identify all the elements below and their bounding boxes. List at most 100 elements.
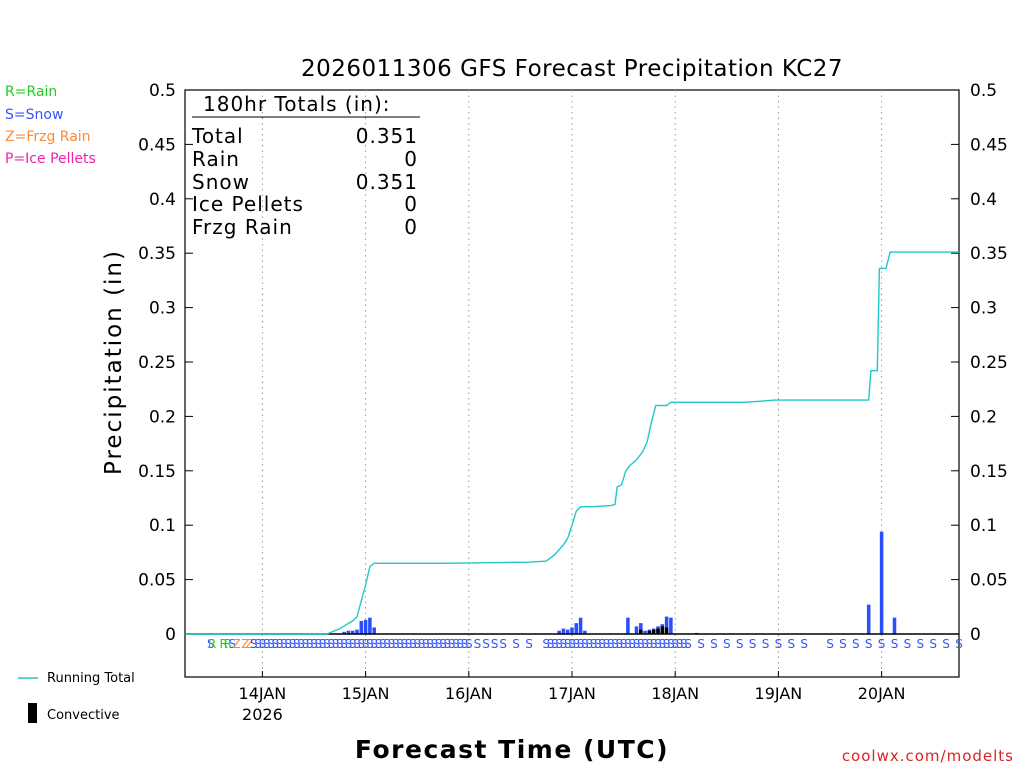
series-legend: Running Total Convective: [18, 671, 135, 723]
precip-type-letter: S: [551, 637, 559, 651]
precip-type-letter: S: [259, 637, 267, 651]
precip-type-letter: S: [491, 637, 499, 651]
convective-bar: [651, 629, 656, 634]
precip-type-letter: S: [289, 637, 297, 651]
precip-type-letter: S: [379, 637, 387, 651]
totals-row-label: Total: [191, 124, 244, 148]
precip-type-letter: S: [800, 637, 808, 651]
precip-type-letter: S: [697, 637, 705, 651]
precip-type-letter: S: [650, 637, 658, 651]
precip-type-letter: S: [611, 637, 619, 651]
snow-bar: [570, 627, 574, 634]
precip-type-letter: S: [955, 637, 963, 651]
legend-rain-label: R=Rain: [5, 84, 57, 100]
precip-type-letter: S: [891, 637, 899, 651]
precip-type-letter: S: [904, 637, 912, 651]
precip-type-letter: S: [284, 637, 292, 651]
totals-row-value: 0: [404, 147, 418, 171]
precip-type-letter: S: [568, 637, 576, 651]
x-axis: 14JAN 2026 15JAN 16JAN 17JAN 18JAN 19JAN 20JAN: [239, 671, 906, 724]
precip-type-letter: S: [250, 637, 258, 651]
precip-type-letter: S: [396, 637, 404, 651]
precip-type-letter: S: [736, 637, 744, 651]
precip-type-letter: S: [426, 637, 434, 651]
precip-type-letter: S: [353, 637, 361, 651]
precip-type-letter: S: [327, 637, 335, 651]
x-tick-label: 20JAN: [858, 684, 906, 703]
precip-type-letter: S: [499, 637, 507, 651]
snow-bar: [342, 631, 346, 634]
convective-label: Convective: [47, 708, 120, 723]
x-tick-label: 15JAN: [342, 684, 390, 703]
precip-type-letter: S: [663, 637, 671, 651]
precip-type-letter: S: [624, 637, 632, 651]
precip-type-letter: Z: [232, 637, 240, 651]
precip-type-letter: S: [787, 637, 795, 651]
precip-type-letter: S: [615, 637, 623, 651]
precip-type-letter: S: [628, 637, 636, 651]
precip-type-letter: S: [710, 637, 718, 651]
precip-type-letter: S: [456, 637, 464, 651]
y-axes: 0 00.05 0.050.1 0.10.15 0.150.2 0.20.25 0.250.…: [138, 81, 1008, 645]
precip-bars: [342, 531, 897, 634]
snow-bar: [346, 630, 351, 634]
snow-bar: [359, 620, 364, 634]
precip-type-letter: S: [362, 637, 370, 651]
precip-type-letter: S: [409, 637, 417, 651]
snow-bar: [639, 623, 643, 634]
y-tick-label-right: 0.2: [970, 407, 997, 427]
precip-type-letter: S: [431, 637, 439, 651]
y-tick-label-left: 0.5: [149, 81, 176, 101]
precip-type-letter: R: [224, 637, 232, 651]
snow-bar: [669, 617, 673, 634]
precip-type-letter: S: [366, 637, 374, 651]
snow-bar: [643, 630, 647, 634]
precip-type-letter: S: [512, 637, 520, 651]
totals-header: 180hr Totals (in):: [203, 92, 391, 116]
x-tick-sublabel: 2026: [242, 705, 283, 724]
precip-type-letter: S: [684, 637, 692, 651]
convective-bar: [639, 629, 643, 634]
precip-type-letter: Z: [245, 637, 253, 651]
precip-type-letter: S: [620, 637, 628, 651]
precip-type-letter: S: [310, 637, 318, 651]
y-tick-label-left: 0.1: [149, 516, 176, 536]
precip-type-letter: S: [293, 637, 301, 651]
y-tick-label-right: 0.1: [970, 516, 997, 536]
convective-swatch: [28, 703, 37, 723]
precip-type-letter: S: [435, 637, 443, 651]
precip-type-letter: S: [345, 637, 353, 651]
precip-type-letter: S: [336, 637, 344, 651]
precip-type-letter: S: [633, 637, 641, 651]
precip-type-letter: S: [607, 637, 615, 651]
precip-type-letter: S: [929, 637, 937, 651]
x-tick-label: 14JAN: [239, 684, 287, 703]
precip-type-letter: S: [392, 637, 400, 651]
precip-type-letter: S: [839, 637, 847, 651]
precip-type-legend: R=Rain S=Snow Z=Frzg Rain P=Ice Pellets: [5, 84, 96, 167]
precip-type-letter: S: [388, 637, 396, 651]
precip-type-letter: S: [276, 637, 284, 651]
precip-type-letter: S: [400, 637, 408, 651]
x-tick-label: 19JAN: [755, 684, 803, 703]
snow-bar: [583, 630, 587, 634]
totals-row-value: 0.351: [356, 124, 418, 148]
precip-type-letter: S: [852, 637, 860, 651]
snow-bar: [561, 628, 566, 634]
convective-bar: [647, 630, 652, 634]
precip-type-letter: S: [302, 637, 310, 651]
precip-type-letter: S: [375, 637, 383, 651]
precip-type-letter: S: [942, 637, 950, 651]
precip-type-letter: S: [671, 637, 679, 651]
chart-title: 2026011306 GFS Forecast Precipitation KC…: [301, 56, 843, 82]
precip-type-letter: S: [439, 637, 447, 651]
precip-type-letter: S: [422, 637, 430, 651]
precip-type-letter: S: [452, 637, 460, 651]
y-tick-label-left: 0.35: [138, 244, 176, 264]
y-tick-label-left: 0.25: [138, 353, 176, 373]
precip-type-letter: S: [641, 637, 649, 651]
precip-type-letter: S: [370, 637, 378, 651]
precip-type-letter: S: [762, 637, 770, 651]
y-tick-label-right: 0: [970, 625, 981, 645]
